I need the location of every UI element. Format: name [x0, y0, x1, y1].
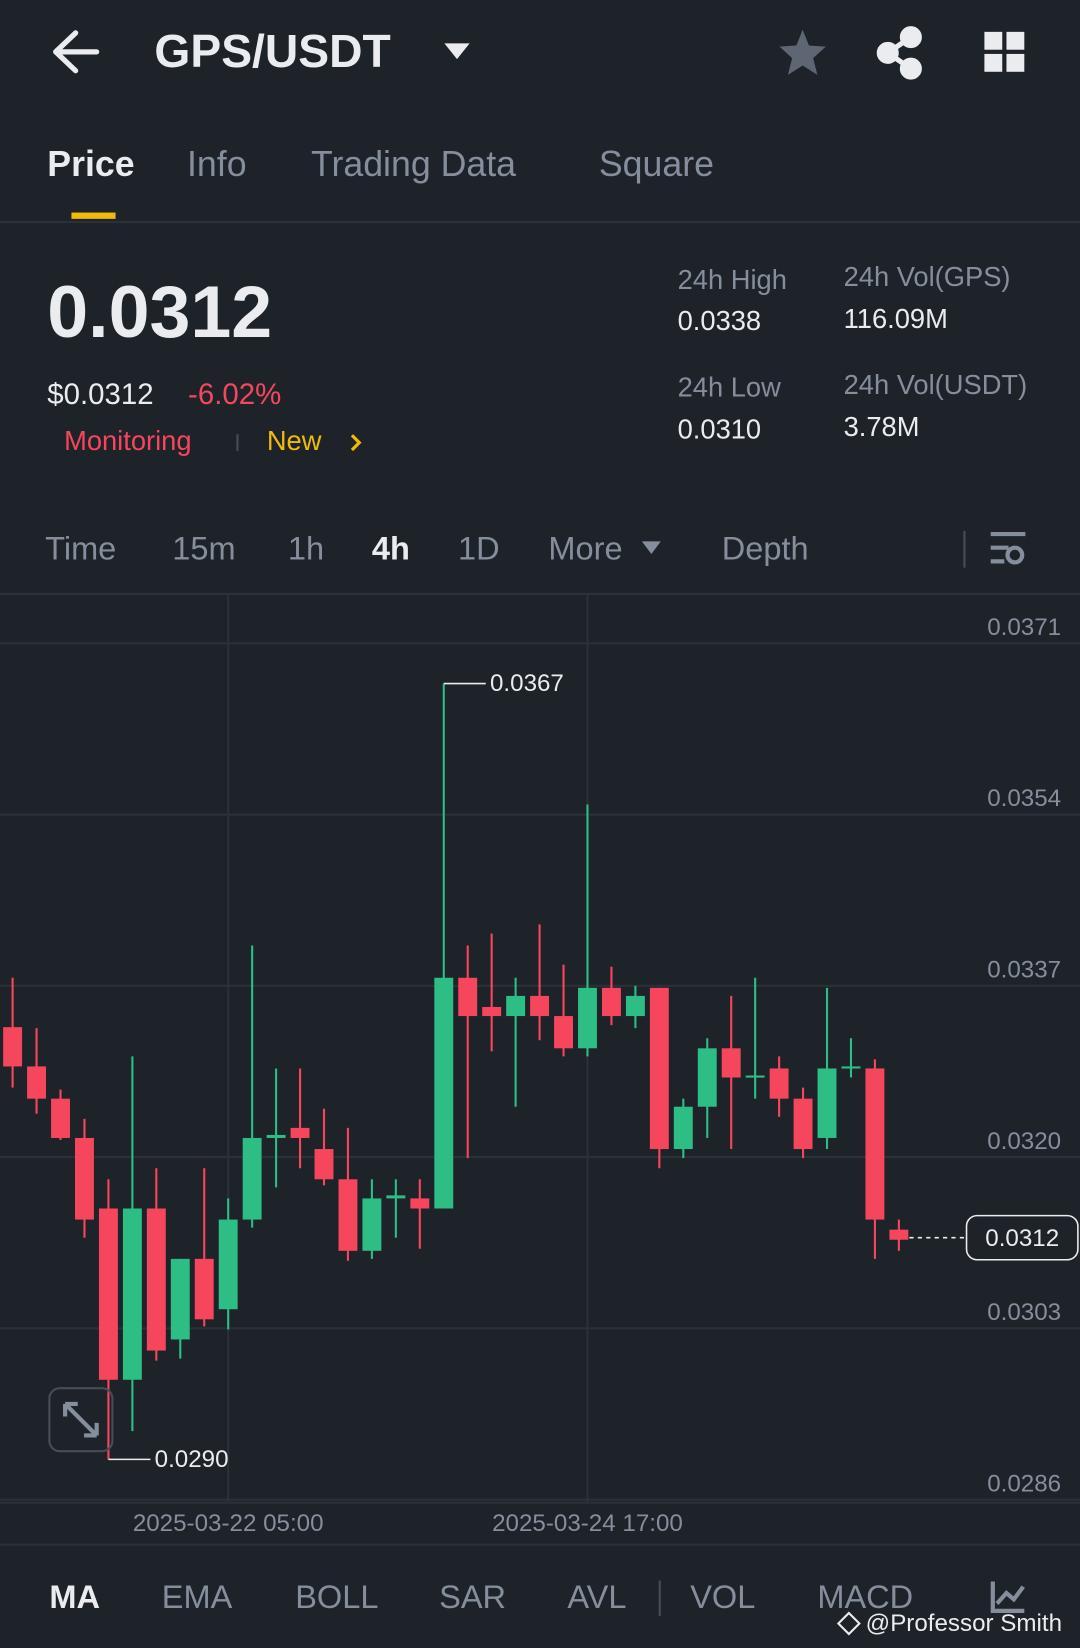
y-tick-label: 0.0286 [987, 1470, 1061, 1497]
y-tick-label: 0.0337 [987, 957, 1061, 984]
y-tick-label: 0.0303 [987, 1299, 1061, 1326]
candle-body [170, 1258, 190, 1340]
x-tick-label: 2025-03-22 05:00 [133, 1510, 324, 1537]
chart-settings-icon[interactable] [990, 531, 1026, 565]
stat-value: 116.09M [844, 303, 948, 334]
tab[interactable]: Trading Data [311, 144, 516, 184]
pair-title[interactable]: GPS/USDT [154, 25, 390, 77]
candle-body [218, 1219, 238, 1310]
stat-value: 0.0310 [678, 413, 762, 444]
tab-indicator [71, 212, 116, 219]
stat-value: 3.78M [844, 411, 920, 442]
indicator[interactable]: VOL [690, 1579, 755, 1615]
candle-body [98, 1208, 118, 1380]
candle-body [3, 1027, 23, 1067]
tab[interactable]: Square [599, 144, 714, 184]
indicator[interactable]: MA [49, 1579, 100, 1615]
interval[interactable]: 1h [288, 530, 324, 566]
candle-body [242, 1137, 262, 1220]
candle-body [841, 1066, 861, 1069]
interval[interactable]: Time [45, 530, 116, 566]
tag[interactable]: New [267, 425, 322, 456]
candle-body [27, 1066, 47, 1099]
candle-body [530, 995, 550, 1017]
indicator[interactable]: BOLL [295, 1579, 378, 1615]
candle-body [769, 1068, 789, 1099]
low-marker-label: 0.0290 [155, 1446, 229, 1473]
candle-body [721, 1048, 741, 1078]
candle-body [314, 1149, 334, 1180]
usd-price: $0.0312 [47, 378, 153, 411]
candle-body [146, 1208, 166, 1351]
candle-body [673, 1106, 693, 1150]
candle-body [578, 987, 597, 1049]
candle-body [266, 1134, 286, 1138]
fullscreen-button[interactable] [48, 1387, 114, 1453]
tab[interactable]: Price [47, 144, 134, 184]
indicator[interactable]: MACD [817, 1579, 913, 1615]
pair-dropdown[interactable] [444, 43, 470, 60]
price-change: -6.02% [188, 378, 281, 411]
y-tick-label: 0.0354 [987, 785, 1061, 812]
stat-label: 24h High [678, 264, 787, 295]
stat-label: 24h Low [678, 371, 781, 402]
interval[interactable]: 15m [172, 530, 235, 566]
interval[interactable]: 1D [458, 530, 500, 566]
candle-body [194, 1258, 214, 1320]
chevron[interactable] [350, 434, 362, 452]
interval[interactable]: More [548, 530, 622, 566]
indicator[interactable]: AVL [567, 1579, 626, 1615]
stat-label: 24h Vol(USDT) [844, 369, 1028, 400]
tab[interactable]: Info [187, 144, 247, 184]
stat-label: 24h Vol(GPS) [844, 261, 1011, 292]
indicator[interactable]: SAR [439, 1579, 506, 1615]
high-marker-label: 0.0367 [490, 670, 564, 697]
candle-body [745, 1075, 765, 1078]
last-price-box [965, 1214, 1079, 1261]
x-tick-label: 2025-03-24 17:00 [492, 1510, 683, 1537]
candle-body [386, 1195, 406, 1199]
candle-body [434, 977, 454, 1209]
candle-body [482, 1006, 502, 1017]
candle-body [51, 1098, 70, 1138]
interval[interactable]: Depth [722, 530, 809, 566]
interval[interactable]: 4h [372, 530, 410, 566]
watermark-logo [836, 1611, 861, 1636]
indicator-settings-icon[interactable] [990, 1581, 1025, 1613]
back-button[interactable] [53, 30, 100, 74]
candle-body [817, 1068, 837, 1138]
candle-body [601, 987, 621, 1017]
candlestick-chart: 0.0371 0.0354 0.0337 0.0320 0.0303 0.0286 2025… [0, 593, 1080, 1537]
favorite-icon[interactable] [779, 29, 826, 75]
candle-body [554, 1016, 573, 1049]
candle-body [649, 987, 669, 1150]
share-icon[interactable] [876, 26, 922, 80]
candle-body [625, 995, 645, 1017]
last-price: 0.0312 [47, 270, 272, 353]
stat-value: 0.0338 [678, 305, 762, 336]
candle-body [290, 1127, 310, 1138]
grid-icon[interactable] [984, 31, 1025, 72]
more-dropdown[interactable] [641, 541, 661, 554]
candle-body [458, 977, 478, 1017]
candle-body [793, 1098, 813, 1150]
candle-body [697, 1048, 717, 1107]
candle-body [889, 1229, 909, 1240]
candle-body [362, 1198, 382, 1251]
candle-body [506, 995, 526, 1017]
indicator[interactable]: EMA [162, 1579, 233, 1615]
candle-body [338, 1179, 358, 1251]
last-price-label: 0.0312 [985, 1225, 1059, 1252]
y-tick-label: 0.0320 [987, 1128, 1061, 1155]
candle-body [865, 1068, 885, 1220]
tag[interactable]: Monitoring [64, 425, 191, 456]
candle-body [75, 1137, 94, 1220]
candle-body [122, 1208, 142, 1380]
candle-body [410, 1198, 430, 1209]
y-tick-label: 0.0371 [987, 614, 1061, 641]
watermark: @Professor Smith [866, 1610, 1062, 1637]
